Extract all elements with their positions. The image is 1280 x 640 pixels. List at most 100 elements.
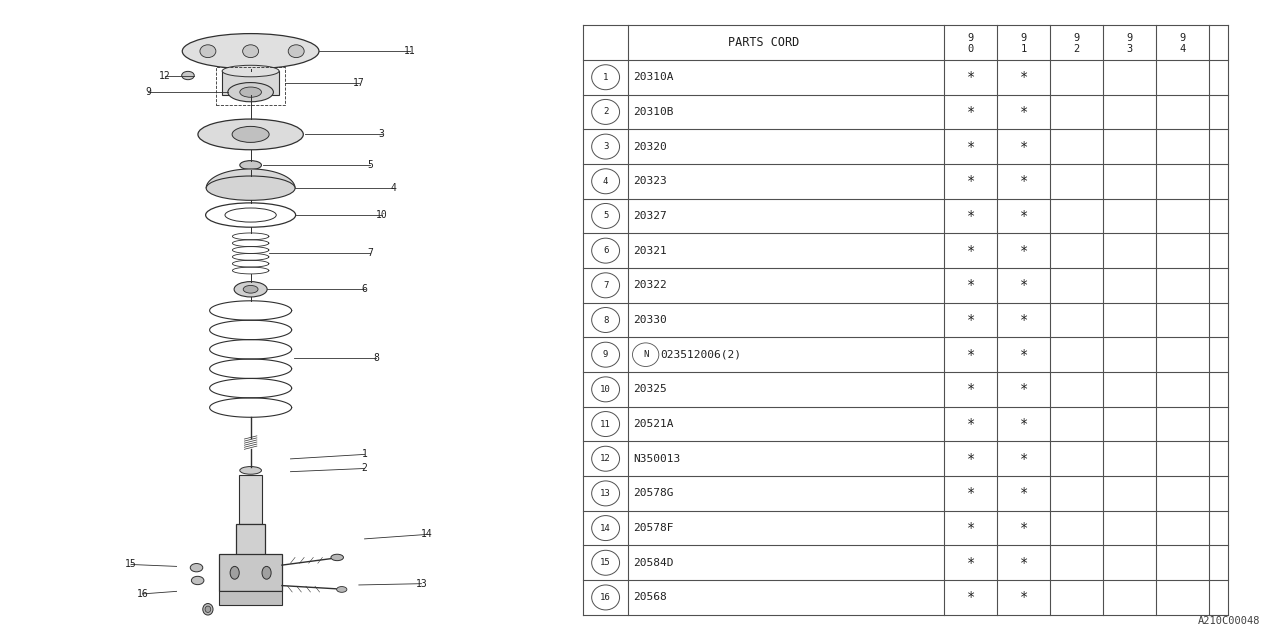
Text: A210C00048: A210C00048: [1198, 616, 1261, 626]
Text: 11: 11: [600, 420, 611, 429]
Text: 4: 4: [1179, 44, 1185, 54]
Text: 3: 3: [603, 142, 608, 151]
Text: 0: 0: [968, 44, 974, 54]
Text: 15: 15: [600, 558, 611, 567]
Text: *: *: [1019, 70, 1028, 84]
Text: 20322: 20322: [634, 280, 667, 291]
Text: 10: 10: [376, 210, 388, 220]
Text: *: *: [1019, 244, 1028, 258]
Text: 2: 2: [1074, 44, 1080, 54]
Text: 2: 2: [362, 463, 367, 474]
Text: *: *: [1019, 348, 1028, 362]
Text: 3: 3: [379, 129, 384, 140]
Ellipse shape: [192, 576, 204, 585]
Text: *: *: [1019, 417, 1028, 431]
Text: 5: 5: [603, 211, 608, 220]
Text: 12: 12: [600, 454, 611, 463]
Ellipse shape: [206, 176, 296, 200]
Text: *: *: [966, 140, 975, 154]
Text: 8: 8: [372, 353, 379, 364]
Ellipse shape: [202, 604, 212, 615]
Text: 13: 13: [416, 579, 428, 589]
Text: *: *: [1019, 278, 1028, 292]
Text: 16: 16: [137, 589, 148, 599]
Text: 2: 2: [603, 108, 608, 116]
Text: *: *: [966, 486, 975, 500]
Ellipse shape: [228, 83, 274, 102]
Text: *: *: [966, 174, 975, 188]
Text: *: *: [966, 556, 975, 570]
Ellipse shape: [230, 566, 239, 579]
Text: 20578G: 20578G: [634, 488, 675, 499]
Text: *: *: [1019, 313, 1028, 327]
Text: 1: 1: [1020, 44, 1027, 54]
Text: *: *: [1019, 591, 1028, 604]
Ellipse shape: [243, 285, 259, 293]
Text: 6: 6: [362, 284, 367, 294]
Text: 9: 9: [1126, 33, 1133, 44]
Text: 10: 10: [600, 385, 611, 394]
Bar: [219, 591, 282, 605]
Text: *: *: [1019, 486, 1028, 500]
Text: 20325: 20325: [634, 385, 667, 394]
Text: *: *: [966, 417, 975, 431]
Text: 20323: 20323: [634, 176, 667, 186]
Text: 4: 4: [390, 183, 396, 193]
Ellipse shape: [288, 45, 305, 58]
Bar: [219, 554, 282, 591]
Text: *: *: [1019, 382, 1028, 396]
Text: *: *: [1019, 174, 1028, 188]
Ellipse shape: [239, 87, 261, 97]
Text: *: *: [966, 348, 975, 362]
Text: PARTS CORD: PARTS CORD: [728, 36, 799, 49]
Text: 6: 6: [603, 246, 608, 255]
Text: 8: 8: [603, 316, 608, 324]
Text: 17: 17: [353, 78, 365, 88]
Text: 13: 13: [600, 489, 611, 498]
Text: *: *: [1019, 556, 1028, 570]
Ellipse shape: [223, 65, 279, 77]
Bar: [223, 71, 279, 95]
Ellipse shape: [234, 282, 268, 297]
Bar: [216, 67, 285, 105]
Text: 20578F: 20578F: [634, 523, 675, 533]
Ellipse shape: [205, 606, 211, 612]
Text: 5: 5: [367, 160, 374, 170]
Bar: [236, 524, 265, 589]
Text: *: *: [966, 70, 975, 84]
Text: 20521A: 20521A: [634, 419, 675, 429]
Text: 20330: 20330: [634, 315, 667, 325]
Text: *: *: [966, 278, 975, 292]
Text: 20320: 20320: [634, 141, 667, 152]
Ellipse shape: [200, 45, 216, 58]
Polygon shape: [206, 169, 296, 188]
Text: 14: 14: [421, 529, 433, 540]
Text: 7: 7: [603, 281, 608, 290]
Text: *: *: [1019, 105, 1028, 119]
Text: *: *: [966, 382, 975, 396]
Text: *: *: [1019, 209, 1028, 223]
Text: *: *: [966, 591, 975, 604]
Text: 20568: 20568: [634, 593, 667, 602]
Text: N: N: [643, 350, 649, 359]
Text: *: *: [966, 452, 975, 466]
Text: *: *: [966, 521, 975, 535]
Text: 7: 7: [367, 248, 374, 259]
Ellipse shape: [243, 45, 259, 58]
Ellipse shape: [191, 564, 202, 572]
Bar: [239, 475, 262, 524]
Text: 20321: 20321: [634, 246, 667, 255]
Text: *: *: [1019, 140, 1028, 154]
Text: *: *: [1019, 452, 1028, 466]
Text: 20310B: 20310B: [634, 107, 675, 117]
Text: N350013: N350013: [634, 454, 681, 464]
Ellipse shape: [332, 554, 343, 561]
Text: 9: 9: [1179, 33, 1185, 44]
Text: 3: 3: [1126, 44, 1133, 54]
Text: 9: 9: [1074, 33, 1080, 44]
Text: 1: 1: [603, 73, 608, 82]
Text: 12: 12: [159, 70, 172, 81]
Text: 9: 9: [603, 350, 608, 359]
Ellipse shape: [337, 586, 347, 593]
Text: 023512006(2): 023512006(2): [660, 349, 741, 360]
